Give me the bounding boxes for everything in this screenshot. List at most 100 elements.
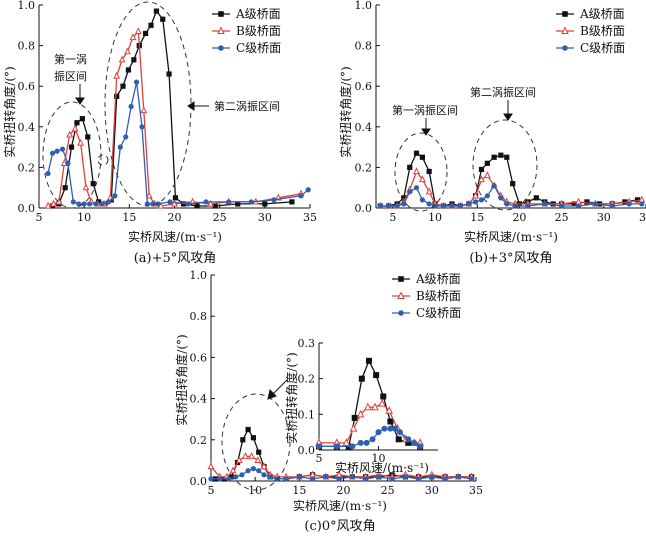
- point-b-C: [407, 189, 413, 195]
- point-a-A: [172, 195, 179, 201]
- y-axis-label-a: 实桥扭转角度/(°): [2, 66, 17, 157]
- point-b-C: [466, 201, 472, 207]
- y-tick-label-c-inset: 0.0: [298, 444, 316, 457]
- point-a-C: [93, 201, 99, 207]
- x-tick-label-a: 30: [258, 211, 272, 224]
- point-b-C: [413, 185, 420, 191]
- x-tick-label-a: 20: [168, 211, 182, 224]
- point-a-C: [86, 201, 93, 207]
- point-c-C: [296, 474, 302, 480]
- point-c-C: [283, 476, 289, 482]
- point-a-B: [207, 199, 215, 207]
- point-c-inset-A: [358, 375, 365, 382]
- point-b-C: [525, 203, 531, 209]
- point-a-B: [82, 183, 90, 191]
- legend-swatch-marker-b-A: [562, 11, 568, 17]
- point-a-B: [118, 55, 126, 63]
- y-tick-label-c-inset: 0.1: [298, 408, 316, 421]
- point-b-C: [626, 201, 632, 207]
- point-a-C: [76, 201, 82, 207]
- point-c-inset-A: [380, 393, 387, 400]
- point-c-C: [250, 466, 256, 472]
- point-a-B: [145, 191, 153, 199]
- first-vortex-ellipse-b: [394, 132, 448, 212]
- y-axis-label-c: 实桥扭转角度/(°): [174, 334, 189, 425]
- point-c-inset-B: [349, 423, 358, 432]
- point-a-B: [113, 71, 121, 79]
- point-c-B: [260, 462, 268, 470]
- point-c-C: [336, 476, 342, 482]
- y-tick-label-b: 0.8: [355, 40, 373, 53]
- point-c-C: [402, 474, 408, 480]
- point-a-B: [140, 106, 148, 114]
- point-b-C: [559, 203, 565, 209]
- point-b-C: [449, 203, 455, 209]
- point-c-inset-C: [392, 425, 399, 432]
- x-tick-label-a: 10: [77, 211, 91, 224]
- point-b-A: [533, 195, 539, 201]
- point-a-C: [81, 201, 87, 207]
- x-tick-label-c: 30: [425, 484, 439, 497]
- arrowhead-first-vortex-a: [75, 97, 85, 105]
- point-b-C: [394, 203, 400, 209]
- point-c-C: [217, 476, 223, 482]
- point-a-B: [71, 124, 79, 132]
- legend-swatch-marker-b-B: [561, 26, 569, 34]
- point-c-inset-B: [378, 399, 386, 407]
- small-circle-a: [97, 154, 109, 166]
- point-a-A: [148, 22, 154, 28]
- point-c-A: [245, 426, 251, 433]
- point-c-inset-B: [363, 402, 372, 411]
- point-a-B: [124, 47, 131, 55]
- point-b-C: [440, 203, 447, 209]
- point-c-inset-A: [351, 414, 358, 421]
- annotation-arrows: [75, 84, 513, 400]
- point-c-inset-A: [365, 357, 372, 364]
- point-b-C: [592, 201, 598, 207]
- point-a-C: [128, 103, 134, 110]
- x-tick-label-b: 10: [428, 211, 442, 224]
- x-tick-label-b: 20: [512, 211, 526, 224]
- point-c-A: [240, 437, 246, 443]
- x-tick-label-c: 5: [208, 484, 215, 497]
- legend-c: A级桥面 B级桥面 C级桥面: [415, 272, 461, 320]
- point-a-A: [90, 181, 96, 187]
- point-b-C: [377, 203, 383, 209]
- point-b-B: [472, 191, 479, 199]
- legend-swatch-marker-a-C: [218, 45, 224, 51]
- point-b-A: [407, 164, 413, 170]
- point-a-C: [144, 201, 150, 207]
- x-tick-label-a: 35: [303, 211, 317, 224]
- legend-a-C: C级桥面: [236, 41, 281, 55]
- point-c-inset-A: [395, 436, 402, 443]
- point-a-A: [79, 116, 85, 122]
- vortex-ellipse-c: [221, 393, 291, 491]
- inset-x-axis-label: 实桥风速/(m·s⁻¹): [335, 460, 429, 475]
- point-b-C: [639, 201, 645, 207]
- x-tick-label-c: 35: [469, 484, 483, 497]
- point-a-B: [66, 130, 74, 138]
- y-axis-label-b: 实桥扭转角度/(°): [338, 66, 353, 157]
- point-a-C: [99, 201, 105, 207]
- point-b-C: [504, 201, 510, 207]
- point-c-inset-C: [405, 436, 412, 443]
- point-a-A: [235, 201, 241, 207]
- point-a-C: [226, 199, 232, 205]
- point-a-A: [212, 203, 218, 209]
- panel-c: 5 10 15 20 25 30 35 0.0 0.2 0.4 0.6 0.8 1.0 (c)0°风攻角…: [174, 269, 483, 534]
- annotation-second-vortex: 第二涡振区间: [214, 99, 280, 113]
- point-a-A: [194, 203, 200, 209]
- point-a-C: [65, 160, 71, 166]
- arrow-inset-link-c: [272, 379, 288, 395]
- point-c-inset-B: [385, 406, 394, 414]
- x-tick-label-b: 30: [597, 211, 611, 224]
- point-c-inset-C: [396, 429, 403, 436]
- legend-b-B: B级桥面: [580, 24, 625, 38]
- x-tick-label-a: 15: [122, 211, 136, 224]
- y-tick-label-a: 0.4: [18, 121, 36, 134]
- x-tick-label-b: 35: [639, 211, 646, 224]
- y-tick-label-c: 0.2: [190, 434, 208, 447]
- point-c-inset-C: [363, 439, 370, 446]
- point-b-C: [575, 203, 582, 209]
- point-a-A: [153, 8, 160, 14]
